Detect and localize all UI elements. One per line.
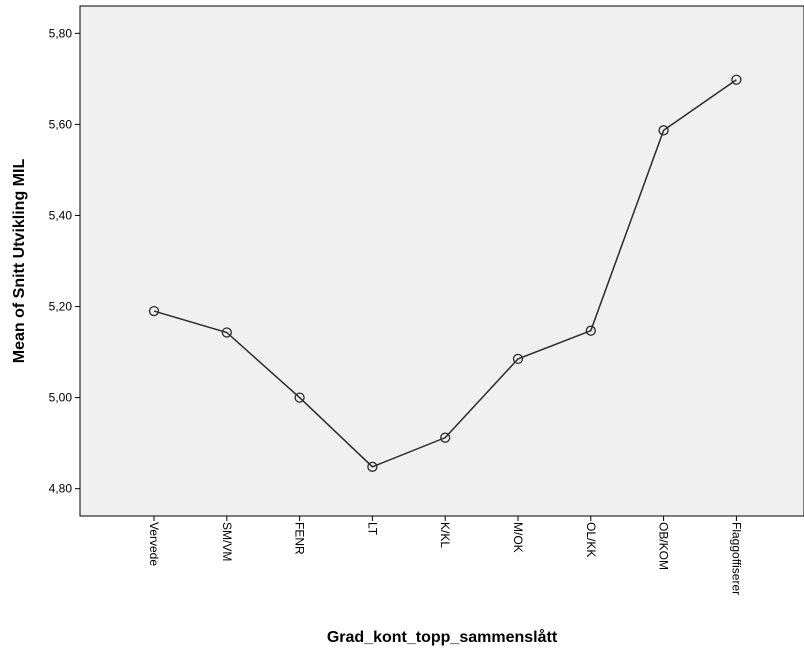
y-tick-label: 5,60 — [49, 117, 73, 131]
x-tick-label: FENR — [293, 522, 307, 555]
series-line — [153, 79, 737, 468]
data-point — [294, 392, 305, 403]
x-tick-label: OL/KK — [584, 522, 598, 557]
y-axis: 4,80 5,00 5,20 5,40 5,60 5,80 — [49, 26, 80, 496]
data-point — [221, 327, 232, 338]
data-point — [512, 353, 524, 365]
y-tick-label: 5,40 — [49, 208, 73, 222]
series-markers — [148, 74, 742, 472]
plot-area — [79, 5, 804, 517]
data-point — [367, 461, 378, 472]
x-axis: Vervede SM/VM FENR LT K/KL M/OK OL/KK OB/KOM Fla… — [147, 516, 743, 595]
y-tick-label: 5,80 — [49, 26, 73, 40]
data-point — [148, 305, 160, 317]
x-tick-label: OB/KOM — [657, 522, 671, 570]
data-point — [731, 74, 742, 85]
x-axis-title: Grad_kont_topp_sammenslått — [327, 628, 558, 646]
y-tick-label: 5,00 — [49, 391, 73, 405]
data-point — [585, 325, 596, 336]
x-tick-label: K/KL — [438, 522, 452, 548]
data-point — [440, 432, 451, 443]
y-tick-label: 5,20 — [49, 300, 73, 314]
y-tick-label: 4,80 — [49, 482, 73, 496]
x-tick-label: Flaggoffiserer — [729, 522, 743, 595]
x-tick-label: Vervede — [147, 522, 161, 566]
x-tick-label: M/OK — [511, 522, 525, 553]
data-point — [658, 125, 669, 136]
x-tick-label: LT — [365, 522, 379, 536]
x-tick-label: SM/VM — [220, 522, 234, 561]
y-axis-title: Mean of Snitt Utvikling MIL — [11, 159, 28, 364]
